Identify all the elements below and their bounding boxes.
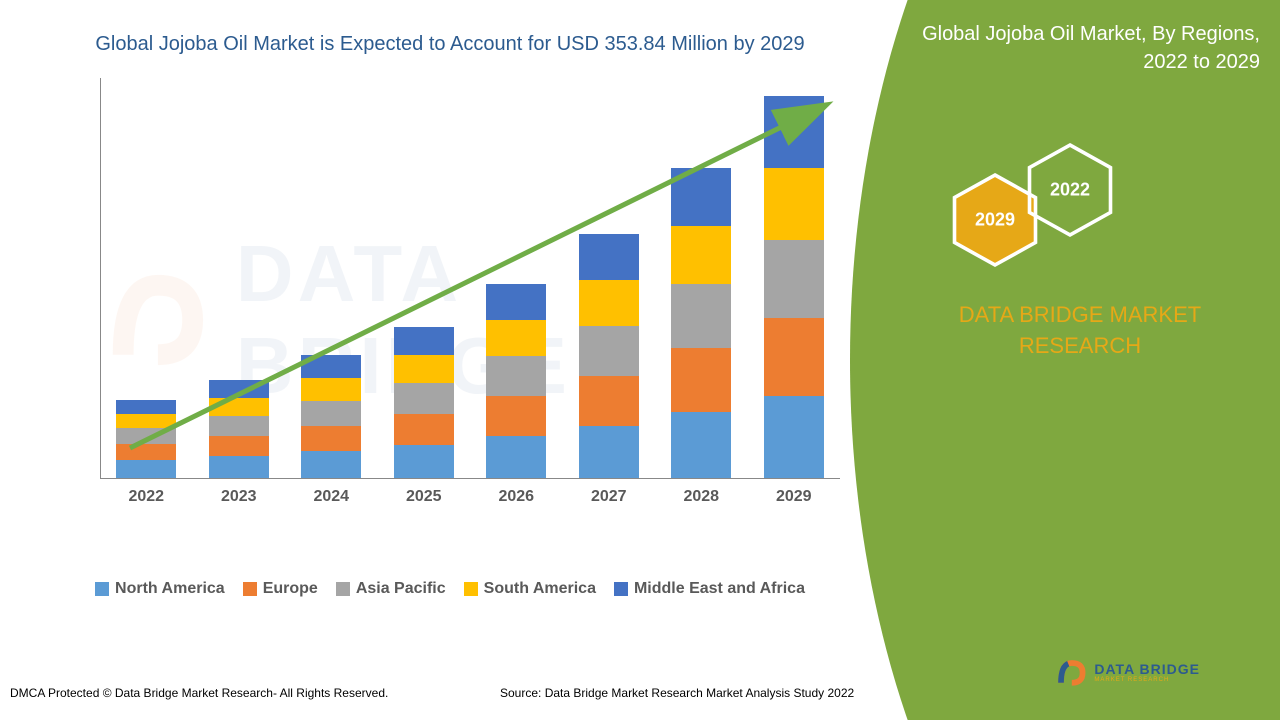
- bar-segment: [764, 396, 824, 478]
- bar-segment: [764, 96, 824, 168]
- chart-legend: North America Europe Asia Pacific South Ame…: [60, 580, 840, 598]
- legend-label: Middle East and Africa: [634, 580, 805, 598]
- footer-source: Source: Data Bridge Market Research Mark…: [500, 686, 854, 700]
- bar-segment: [209, 436, 269, 456]
- x-axis-label: 2029: [776, 488, 812, 506]
- bar-group: [301, 355, 361, 478]
- right-panel-title: Global Jojoba Oil Market, By Regions, 20…: [920, 20, 1260, 76]
- bar-segment: [671, 412, 731, 478]
- x-axis-label: 2023: [221, 488, 257, 506]
- bar-group: [209, 380, 269, 478]
- bar-segment: [579, 280, 639, 326]
- bar-segment: [301, 426, 361, 451]
- bar-segment: [209, 456, 269, 478]
- legend-label: South America: [484, 580, 596, 598]
- x-axis: [100, 478, 840, 479]
- bar-segment: [486, 320, 546, 356]
- bar-segment: [394, 327, 454, 355]
- bar-segment: [301, 451, 361, 478]
- bar-segment: [671, 348, 731, 412]
- bar-segment: [764, 318, 824, 396]
- research-brand-label: DATA BRIDGE MARKET RESEARCH: [920, 300, 1240, 362]
- logo-mark-icon: [1052, 654, 1088, 690]
- x-axis-label: 2027: [591, 488, 627, 506]
- footer-copyright: DMCA Protected © Data Bridge Market Rese…: [10, 686, 388, 700]
- x-axis-labels: 2022 2023 2024 2025 2026 2027 2028 2029: [100, 488, 840, 506]
- bar-groups: [100, 78, 840, 478]
- legend-item: Middle East and Africa: [614, 580, 805, 598]
- bar-group: [116, 400, 176, 478]
- legend-label: North America: [115, 580, 225, 598]
- bar-segment: [486, 284, 546, 320]
- bar-segment: [486, 396, 546, 436]
- legend-swatch: [464, 582, 478, 596]
- bar-segment: [301, 401, 361, 426]
- bar-segment: [671, 226, 731, 284]
- bar-segment: [209, 416, 269, 436]
- legend-label: Asia Pacific: [356, 580, 446, 598]
- bar-segment: [209, 380, 269, 398]
- bar-segment: [301, 378, 361, 401]
- chart-plot: 2022 2023 2024 2025 2026 2027 2028 2029: [60, 78, 840, 518]
- x-axis-label: 2028: [683, 488, 719, 506]
- bar-segment: [116, 400, 176, 414]
- logo-subtext: MARKET RESEARCH: [1094, 677, 1200, 683]
- brand-logo: DATA BRIDGE MARKET RESEARCH: [1052, 654, 1200, 690]
- bar-segment: [394, 445, 454, 478]
- x-axis-label: 2022: [128, 488, 164, 506]
- hexagon-2029-label: 2029: [975, 210, 1015, 231]
- bar-segment: [579, 376, 639, 426]
- bar-segment: [394, 414, 454, 445]
- bar-group: [394, 327, 454, 478]
- chart-container: Global Jojoba Oil Market is Expected to …: [50, 30, 850, 630]
- chart-title: Global Jojoba Oil Market is Expected to …: [50, 30, 850, 58]
- bar-segment: [116, 460, 176, 478]
- logo-text: DATA BRIDGE: [1094, 661, 1200, 677]
- legend-swatch: [243, 582, 257, 596]
- legend-swatch: [95, 582, 109, 596]
- bar-group: [764, 96, 824, 478]
- legend-swatch: [614, 582, 628, 596]
- bar-segment: [671, 168, 731, 226]
- legend-item: Asia Pacific: [336, 580, 446, 598]
- bar-segment: [764, 240, 824, 318]
- bar-segment: [116, 428, 176, 444]
- legend-item: North America: [95, 580, 225, 598]
- hexagon-2022: 2022: [1025, 140, 1115, 240]
- bar-segment: [579, 326, 639, 376]
- bar-group: [486, 284, 546, 478]
- x-axis-label: 2024: [313, 488, 349, 506]
- legend-item: South America: [464, 580, 596, 598]
- x-axis-label: 2025: [406, 488, 442, 506]
- bar-segment: [301, 355, 361, 378]
- bar-segment: [579, 234, 639, 280]
- bar-segment: [486, 436, 546, 478]
- hexagon-2022-label: 2022: [1050, 180, 1090, 201]
- right-panel: Global Jojoba Oil Market, By Regions, 20…: [850, 0, 1280, 720]
- bar-group: [671, 168, 731, 478]
- bar-group: [579, 234, 639, 478]
- bar-segment: [486, 356, 546, 396]
- bar-segment: [764, 168, 824, 240]
- bar-segment: [579, 426, 639, 478]
- legend-item: Europe: [243, 580, 318, 598]
- bar-segment: [671, 284, 731, 348]
- legend-swatch: [336, 582, 350, 596]
- x-axis-label: 2026: [498, 488, 534, 506]
- bar-segment: [209, 398, 269, 416]
- bar-segment: [394, 355, 454, 383]
- bar-segment: [116, 414, 176, 428]
- bar-segment: [116, 444, 176, 460]
- legend-label: Europe: [263, 580, 318, 598]
- bar-segment: [394, 383, 454, 414]
